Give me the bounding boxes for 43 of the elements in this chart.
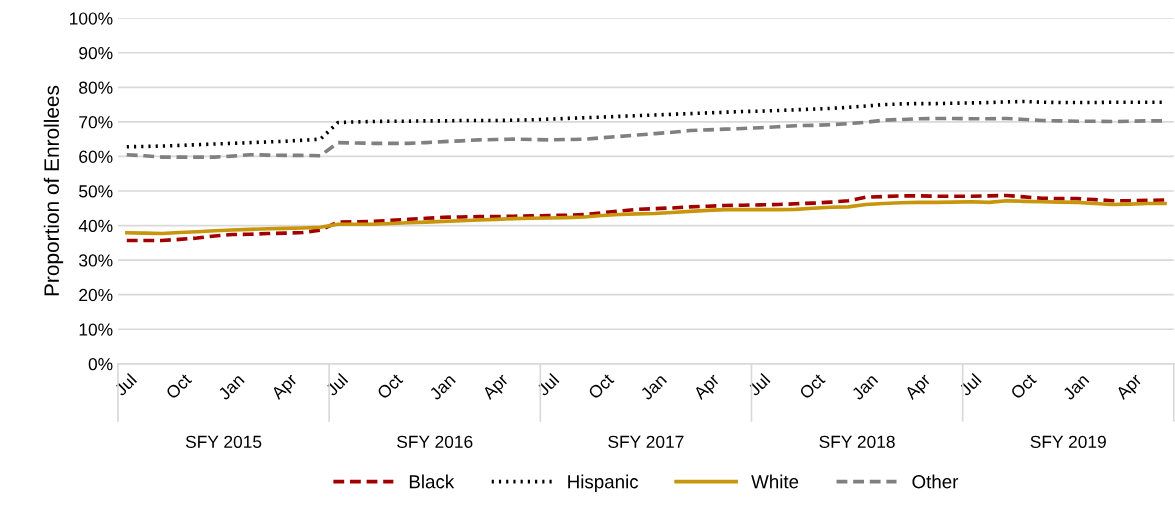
text: SFY 2017 xyxy=(608,435,684,448)
legend-label: Other xyxy=(912,474,959,489)
x-tick-label: Jan xyxy=(217,373,245,401)
y-axis-title: Proportion of Enrollees xyxy=(43,85,64,296)
x-tick-label: Oct xyxy=(798,372,826,400)
x-tick-label: Apr xyxy=(903,372,934,403)
y-tick-label: 30% xyxy=(79,254,113,267)
x-tick-label: Jan xyxy=(1062,373,1090,401)
line-series xyxy=(124,193,1167,243)
x-tick-label: Oct xyxy=(165,372,193,400)
text: SFY 2015 xyxy=(185,435,262,448)
x-tick-label: Jan xyxy=(639,373,668,401)
legend-label: White xyxy=(751,474,799,489)
x-tick-label: Jul xyxy=(324,372,349,397)
y-tick-label: 0% xyxy=(88,357,113,371)
y-tick-label: 100% xyxy=(70,12,113,25)
x-tick-label: Apr xyxy=(1115,372,1145,403)
x-tick-label: Apr xyxy=(270,372,301,403)
y-tick-label: 60% xyxy=(79,150,113,163)
x-tick-label: Jul xyxy=(746,372,771,397)
x-tick-label: Apr xyxy=(692,372,723,403)
x-tick-label: Oct xyxy=(587,372,615,400)
legend-label: Hispanic xyxy=(568,474,639,493)
y-tick-label: 20% xyxy=(79,288,113,302)
x-tick-label: Jul xyxy=(535,372,560,397)
text: SFY 2019 xyxy=(1030,435,1106,448)
y-tick-label: 50% xyxy=(79,185,113,198)
y-tick-label: 90% xyxy=(79,46,113,60)
line-series xyxy=(124,198,1167,236)
x-tick-label: Oct xyxy=(376,372,404,400)
y-tick-label: 80% xyxy=(79,81,113,94)
text: SFY 2018 xyxy=(819,435,895,448)
y-tick-label: 70% xyxy=(79,116,113,129)
x-tick-label: Apr xyxy=(481,372,512,403)
x-tick-label: Jul xyxy=(958,372,982,397)
x-tick-label: Oct xyxy=(1009,372,1037,400)
x-tick-label: Jan xyxy=(850,373,879,401)
y-tick-label: 10% xyxy=(79,323,113,336)
legend-label: Black xyxy=(409,474,455,489)
text: SFY 2016 xyxy=(397,435,473,448)
x-tick-label: Jul xyxy=(113,372,138,397)
x-tick-label: Jan xyxy=(428,373,456,401)
y-tick-label: 40% xyxy=(78,219,113,233)
